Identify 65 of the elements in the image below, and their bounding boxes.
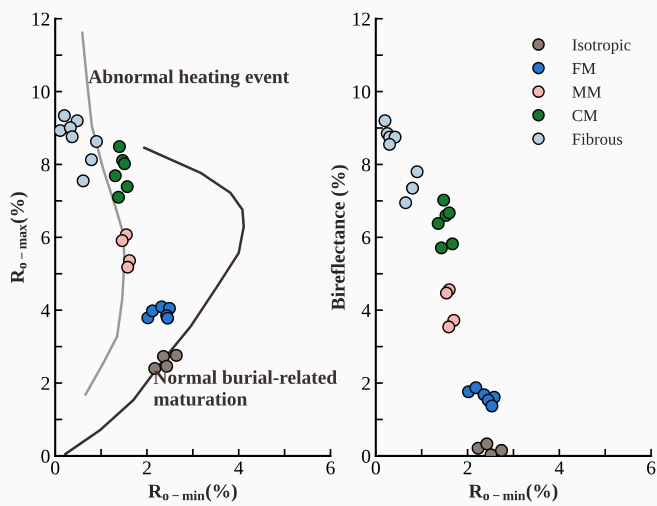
y-tick-label: 0 [362, 450, 370, 463]
annotation: Abnormal heating event [88, 70, 290, 88]
x-axis-title: R$_{o−min}$(%) [468, 484, 558, 502]
point [434, 241, 448, 254]
legend-label: MM [572, 86, 601, 98]
point [112, 190, 126, 204]
y-tick-label: 6 [362, 231, 370, 244]
x-tick-label: 2 [464, 461, 472, 474]
legend-label: Fibrous [572, 133, 622, 145]
point [76, 174, 90, 188]
point [446, 237, 459, 250]
x-tick-label: 0 [51, 461, 60, 474]
x-tick-label: 2 [142, 461, 151, 474]
x-tick-label: 6 [647, 461, 656, 474]
point [112, 140, 126, 154]
point [108, 169, 122, 182]
point [156, 350, 170, 363]
x-tick-label: 6 [326, 461, 335, 474]
point [66, 130, 79, 144]
point [121, 260, 134, 274]
legend-label: CM [572, 110, 598, 122]
y-tick-label: 0 [41, 450, 50, 463]
y-tick-label: 4 [40, 304, 50, 317]
point [485, 399, 498, 412]
point [170, 348, 183, 362]
point [58, 109, 71, 122]
point [432, 216, 445, 230]
point [378, 114, 392, 128]
point [161, 312, 174, 325]
y-tick-label: 12 [32, 12, 50, 26]
point [469, 381, 482, 394]
legend-label: FM [572, 63, 596, 74]
y-tick-label: 10 [353, 85, 370, 99]
point [480, 437, 494, 450]
x-tick-label: 4 [554, 461, 564, 474]
point [116, 234, 129, 248]
point [399, 196, 412, 210]
x-tick-label: 4 [234, 461, 244, 474]
y-tick-label: 2 [41, 376, 50, 390]
point [442, 320, 456, 334]
point [442, 206, 456, 220]
point [406, 182, 420, 195]
point [440, 286, 453, 300]
point [437, 194, 450, 207]
y-tick-label: 12 [353, 12, 370, 26]
y-axis-title: R$_{o−max}$(%) [10, 192, 28, 283]
x-tick-label: 0 [372, 461, 380, 474]
point [55, 124, 67, 138]
y-tick-label: 2 [362, 376, 370, 390]
legend-label: Isotropic [572, 39, 631, 54]
point [120, 180, 134, 194]
point [495, 444, 508, 456]
point [84, 153, 98, 166]
point [90, 134, 103, 148]
annotation: Normal burial-related maturation [154, 370, 337, 406]
x-axis-title: R$_{o−min}$(%) [148, 484, 237, 502]
point [410, 165, 424, 178]
y-tick-label: 4 [362, 304, 371, 317]
y-tick-label: 8 [41, 158, 50, 172]
point [383, 138, 396, 151]
y-tick-label: 10 [32, 85, 50, 99]
y-axis-title: Bireflectance (%) [330, 165, 349, 310]
y-tick-label: 6 [41, 231, 50, 244]
point [118, 157, 131, 170]
y-tick-label: 8 [362, 158, 370, 172]
